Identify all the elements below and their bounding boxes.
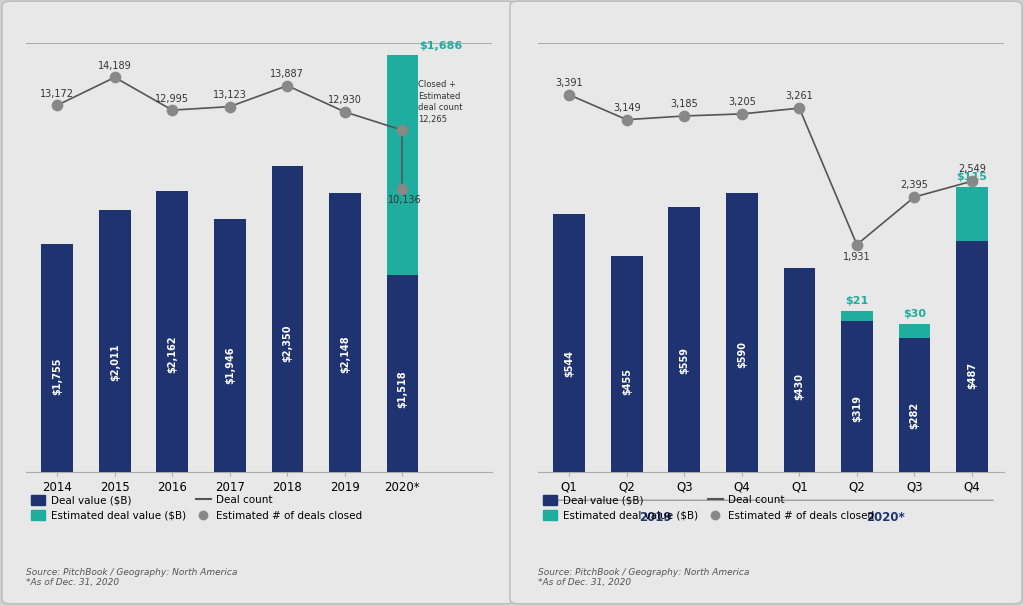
- Point: [849, 240, 865, 249]
- Text: $1,946: $1,946: [225, 347, 234, 384]
- Text: $21: $21: [845, 296, 868, 306]
- Bar: [956, 187, 988, 241]
- Point: [394, 184, 411, 194]
- Bar: [611, 257, 643, 472]
- Legend: Deal value ($B), Estimated deal value ($B), Deal count, Estimated # of deals clo: Deal value ($B), Estimated deal value ($…: [31, 494, 362, 521]
- Bar: [214, 219, 246, 472]
- Text: 14,189: 14,189: [98, 61, 132, 71]
- Text: $544: $544: [564, 350, 574, 378]
- Text: Closed +
Estimated
deal count
12,265: Closed + Estimated deal count 12,265: [419, 80, 463, 123]
- Text: 3,205: 3,205: [728, 97, 756, 107]
- Text: $30: $30: [903, 309, 926, 319]
- Point: [792, 103, 808, 113]
- Bar: [956, 241, 988, 472]
- Text: $559: $559: [679, 347, 689, 374]
- Text: 2020*: 2020*: [866, 511, 905, 524]
- Text: 3,149: 3,149: [613, 103, 641, 113]
- Bar: [271, 166, 303, 472]
- Point: [561, 90, 578, 100]
- Text: $455: $455: [622, 368, 632, 395]
- Text: 13,887: 13,887: [270, 69, 304, 79]
- Text: $430: $430: [795, 373, 804, 400]
- Bar: [783, 268, 815, 472]
- Text: $1,518: $1,518: [397, 370, 408, 408]
- Text: $590: $590: [737, 341, 746, 368]
- Text: 12,930: 12,930: [328, 96, 361, 105]
- Point: [964, 177, 980, 186]
- Point: [221, 102, 238, 111]
- Text: 2,395: 2,395: [900, 180, 929, 190]
- Point: [676, 111, 692, 121]
- Text: 2,549: 2,549: [957, 164, 986, 174]
- Bar: [99, 211, 131, 472]
- Text: 13,172: 13,172: [40, 89, 74, 99]
- Text: 1,931: 1,931: [843, 252, 870, 262]
- Bar: [329, 192, 360, 472]
- Point: [49, 100, 66, 110]
- Text: $2,148: $2,148: [340, 336, 350, 373]
- Point: [164, 105, 180, 115]
- Text: 3,185: 3,185: [671, 99, 698, 109]
- Bar: [726, 192, 758, 472]
- Bar: [669, 208, 700, 472]
- Point: [394, 125, 411, 135]
- Point: [106, 73, 123, 82]
- Text: Source: PitchBook / Geography: North America
*As of Dec. 31, 2020: Source: PitchBook / Geography: North Ame…: [538, 567, 749, 587]
- Point: [337, 107, 353, 117]
- Text: $2,162: $2,162: [167, 335, 177, 373]
- Bar: [41, 244, 73, 472]
- Bar: [386, 275, 418, 472]
- Text: $1,755: $1,755: [52, 358, 62, 395]
- Text: $487: $487: [967, 362, 977, 388]
- Text: 13,123: 13,123: [213, 90, 247, 100]
- Text: 12,995: 12,995: [156, 94, 189, 103]
- Bar: [841, 311, 872, 321]
- Text: $1,686: $1,686: [420, 41, 463, 51]
- Text: 3,261: 3,261: [785, 91, 813, 101]
- Bar: [553, 214, 585, 472]
- Text: $2,350: $2,350: [283, 325, 292, 362]
- Bar: [898, 324, 930, 338]
- Legend: Deal value ($B), Estimated deal value ($B), Deal count, Estimated # of deals clo: Deal value ($B), Estimated deal value ($…: [543, 494, 874, 521]
- Text: 3,391: 3,391: [555, 77, 583, 88]
- Text: $282: $282: [909, 402, 920, 430]
- Text: $2,011: $2,011: [110, 343, 120, 381]
- Bar: [898, 338, 930, 472]
- Text: $319: $319: [852, 395, 862, 422]
- Text: Source: PitchBook / Geography: North America
*As of Dec. 31, 2020: Source: PitchBook / Geography: North Ame…: [26, 567, 237, 587]
- Text: 10,136: 10,136: [388, 195, 422, 205]
- Bar: [157, 191, 188, 472]
- Point: [733, 109, 750, 119]
- Point: [280, 81, 296, 91]
- Point: [618, 115, 635, 125]
- Bar: [841, 321, 872, 472]
- Bar: [386, 55, 418, 275]
- Text: 2019: 2019: [639, 511, 672, 524]
- Point: [906, 192, 923, 202]
- Text: $115: $115: [956, 172, 987, 182]
